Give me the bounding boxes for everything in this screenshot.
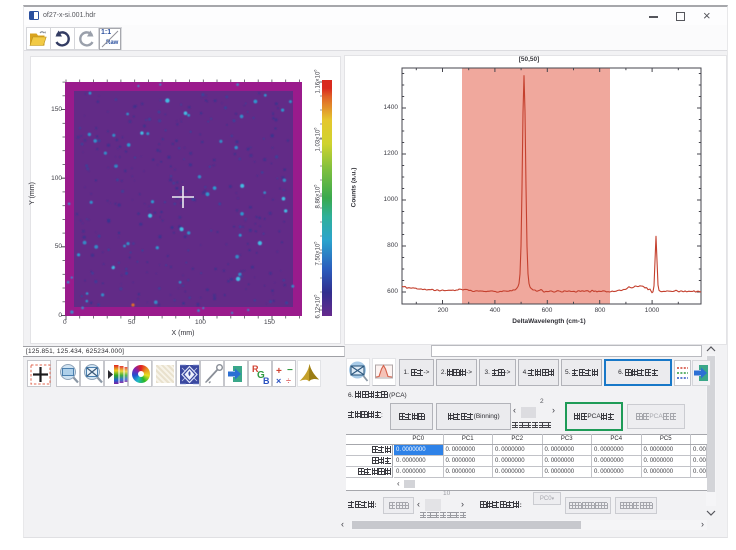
svg-text:÷: ÷ (286, 376, 291, 386)
svg-text:−: − (287, 365, 293, 376)
svg-text:B: B (263, 376, 270, 386)
svg-text:+: + (276, 366, 282, 377)
svg-text:×: × (276, 376, 281, 386)
svg-text:R: R (252, 364, 259, 374)
svg-text:G: G (257, 370, 265, 381)
